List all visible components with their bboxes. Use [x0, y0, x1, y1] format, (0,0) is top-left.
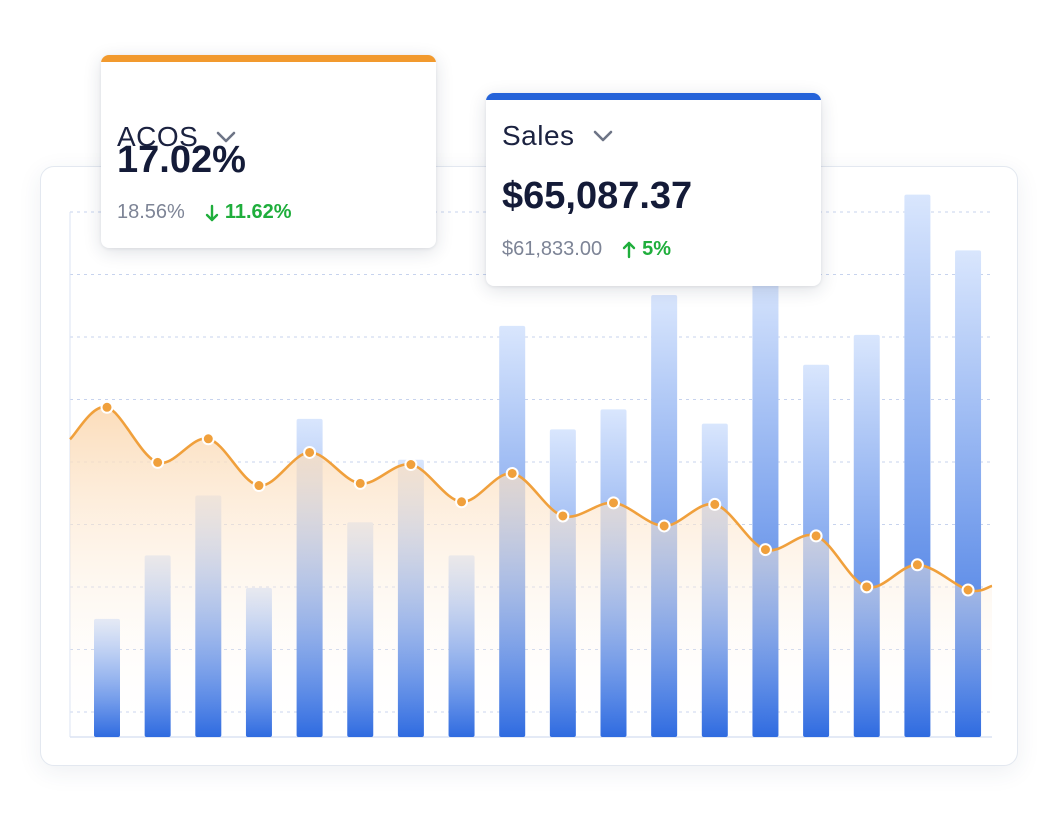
sales-comparison: $61,833.00 5% [502, 238, 671, 261]
line-point [910, 558, 924, 572]
line-point [809, 529, 823, 543]
chevron-down-icon[interactable] [216, 131, 236, 143]
line-area-fill [70, 406, 992, 737]
line-point [505, 466, 519, 480]
line-point [607, 496, 620, 510]
acos-delta-value: 11.62% [224, 201, 292, 223]
line-point [961, 583, 975, 597]
sales-previous-value: $61,833.00 [502, 238, 603, 260]
line-point [708, 497, 722, 511]
acos-metric-card[interactable]: ACOS 17.02% 18.56% 11.62% [101, 55, 436, 248]
acos-previous-value: 18.56% [117, 201, 185, 223]
acos-comparison: 18.56% 11.62% [117, 201, 292, 224]
acos-title: ACOS [117, 121, 199, 152]
line-point [758, 543, 772, 557]
line-point [404, 458, 418, 472]
line-point [455, 495, 469, 509]
sales-delta-value: 5% [642, 238, 672, 260]
acos-title-row[interactable]: ACOS [117, 121, 236, 153]
line-area [70, 406, 992, 737]
sales-value: $65,087.37 [502, 175, 693, 217]
line-point [252, 479, 266, 493]
sales-metric-card[interactable]: Sales $65,087.37 $61,833.00 5% [486, 93, 821, 286]
sales-title-row[interactable]: Sales [502, 120, 613, 152]
arrow-up-icon [622, 241, 636, 258]
acos-accent-bar [101, 55, 436, 62]
line-points [100, 400, 975, 597]
acos-value: 17.02% [117, 139, 246, 181]
line-point [556, 509, 570, 523]
line-point [860, 580, 874, 594]
line-point [353, 476, 367, 490]
line-point [657, 519, 671, 533]
sales-delta: 5% [622, 238, 671, 261]
chevron-down-icon[interactable] [593, 130, 613, 142]
line-point [151, 455, 165, 469]
chart-canvas [69, 194, 993, 738]
line-point [201, 432, 215, 446]
arrow-down-icon [205, 204, 219, 221]
sales-title: Sales [502, 120, 575, 151]
sales-accent-bar [486, 93, 821, 100]
line-point [303, 445, 317, 459]
acos-delta: 11.62% [205, 201, 292, 224]
line-point [100, 400, 114, 414]
